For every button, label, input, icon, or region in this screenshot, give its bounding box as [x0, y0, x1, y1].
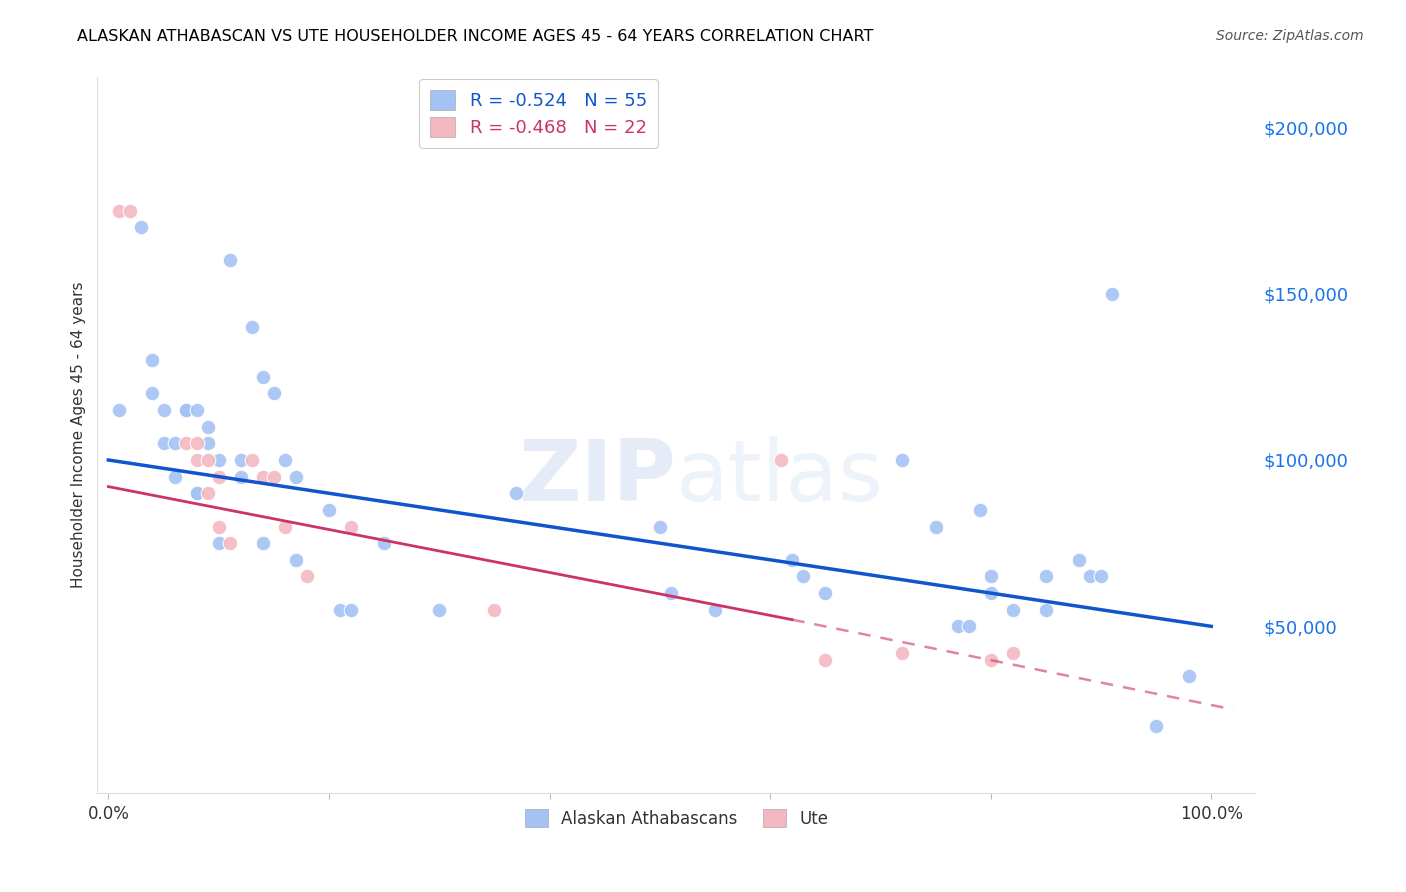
Point: [1035, 603, 1057, 617]
Point: [229, 453, 252, 467]
Point: [197, 453, 219, 467]
Point: [141, 353, 163, 368]
Point: [152, 436, 174, 450]
Point: [980, 586, 1002, 600]
Point: [1001, 646, 1024, 660]
Text: atlas: atlas: [676, 436, 884, 519]
Point: [924, 519, 946, 533]
Point: [197, 419, 219, 434]
Point: [946, 619, 969, 633]
Point: [208, 469, 231, 483]
Point: [329, 603, 352, 617]
Text: Source: ZipAtlas.com: Source: ZipAtlas.com: [1216, 29, 1364, 43]
Point: [274, 453, 297, 467]
Point: [891, 646, 914, 660]
Text: ZIP: ZIP: [519, 436, 676, 519]
Point: [108, 203, 131, 218]
Point: [186, 436, 208, 450]
Point: [1067, 553, 1090, 567]
Point: [141, 386, 163, 401]
Point: [957, 619, 980, 633]
Point: [263, 469, 285, 483]
Point: [174, 403, 197, 417]
Point: [252, 469, 274, 483]
Point: [174, 436, 197, 450]
Point: [252, 536, 274, 550]
Point: [704, 603, 727, 617]
Point: [263, 386, 285, 401]
Point: [792, 569, 814, 583]
Point: [427, 603, 450, 617]
Point: [340, 603, 363, 617]
Point: [120, 203, 142, 218]
Point: [186, 486, 208, 500]
Point: [186, 486, 208, 500]
Point: [484, 603, 506, 617]
Point: [186, 453, 208, 467]
Point: [814, 652, 837, 666]
Point: [1035, 569, 1057, 583]
Point: [229, 469, 252, 483]
Point: [208, 453, 231, 467]
Point: [1101, 286, 1123, 301]
Point: [969, 503, 991, 517]
Point: [505, 486, 527, 500]
Point: [1178, 669, 1201, 683]
Point: [174, 403, 197, 417]
Y-axis label: Householder Income Ages 45 - 64 years: Householder Income Ages 45 - 64 years: [72, 282, 86, 589]
Point: [648, 519, 671, 533]
Point: [240, 453, 263, 467]
Legend: Alaskan Athabascans, Ute: Alaskan Athabascans, Ute: [517, 803, 835, 834]
Point: [163, 436, 186, 450]
Point: [1144, 719, 1167, 733]
Point: [274, 519, 297, 533]
Point: [780, 553, 803, 567]
Point: [770, 453, 793, 467]
Point: [240, 320, 263, 334]
Point: [295, 569, 318, 583]
Point: [340, 519, 363, 533]
Point: [131, 220, 153, 235]
Point: [218, 253, 240, 268]
Point: [152, 403, 174, 417]
Point: [197, 436, 219, 450]
Point: [318, 503, 340, 517]
Point: [197, 486, 219, 500]
Point: [218, 536, 240, 550]
Point: [163, 469, 186, 483]
Point: [108, 403, 131, 417]
Point: [284, 553, 307, 567]
Point: [980, 652, 1002, 666]
Point: [252, 369, 274, 384]
Text: ALASKAN ATHABASCAN VS UTE HOUSEHOLDER INCOME AGES 45 - 64 YEARS CORRELATION CHAR: ALASKAN ATHABASCAN VS UTE HOUSEHOLDER IN…: [77, 29, 873, 44]
Point: [814, 586, 837, 600]
Point: [186, 403, 208, 417]
Point: [373, 536, 395, 550]
Point: [1090, 569, 1112, 583]
Point: [891, 453, 914, 467]
Point: [1001, 603, 1024, 617]
Point: [659, 586, 682, 600]
Point: [1078, 569, 1101, 583]
Point: [208, 519, 231, 533]
Point: [980, 569, 1002, 583]
Point: [284, 469, 307, 483]
Point: [208, 536, 231, 550]
